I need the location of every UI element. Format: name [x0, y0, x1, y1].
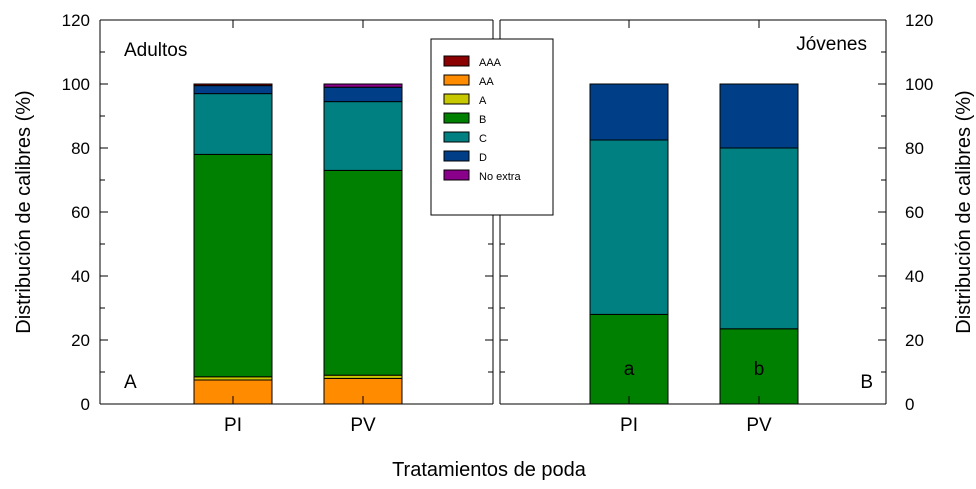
y-tick-label-left-80: 80: [71, 139, 90, 158]
bar-1-pv-d: [719, 83, 799, 149]
legend-label-b: B: [479, 114, 486, 126]
legend-label-aaa: AAA: [479, 57, 502, 69]
bar-0-pv-b: [323, 169, 403, 376]
y-tick-label-right-20: 20: [905, 331, 924, 350]
bar-0-pv-no-extra: [323, 83, 403, 88]
y-tick-label-left-120: 120: [62, 11, 90, 30]
bar-0-pi-c: [193, 93, 273, 155]
y-tick-label-right-120: 120: [905, 11, 933, 30]
bar-1-pi-c: [589, 139, 669, 315]
x-tick-label-0-0: PI: [224, 415, 242, 436]
bar-1-pi-d: [589, 83, 669, 141]
bar-1-pv-c: [719, 147, 799, 330]
y-tick-label-left-100: 100: [62, 75, 90, 94]
y-axis-title-right: Distribución de calibres (%): [953, 90, 975, 333]
legend-swatch-b: [443, 112, 470, 124]
x-tick-label-1-0: PI: [620, 415, 638, 436]
y-tick-label-left-0: 0: [81, 395, 90, 414]
legend-label-d: D: [479, 152, 487, 164]
bar-0-pv-c: [323, 101, 403, 171]
legend-label-aa: AA: [479, 76, 494, 88]
legend-box: [430, 38, 554, 216]
bar-0-pi-b: [193, 153, 273, 378]
y-tick-label-right-60: 60: [905, 203, 924, 222]
panel-title-adultos: Adultos: [124, 40, 187, 61]
legend-swatch-c: [443, 131, 470, 143]
legend-label-a: A: [479, 95, 487, 107]
bar-1-pi-b: [589, 313, 669, 405]
legend-swatch-a: [443, 93, 470, 105]
legend-label-c: C: [479, 133, 487, 145]
panel-letter-b: B: [860, 372, 873, 393]
legend-swatch-aa: [443, 74, 470, 86]
legend-label-no-extra: No extra: [479, 171, 521, 183]
bar-0-pi-d: [193, 85, 273, 95]
x-tick-label-1-1: PV: [746, 415, 772, 436]
x-tick-label-0-1: PV: [350, 415, 376, 436]
panel-letter-a: A: [124, 372, 137, 393]
y-tick-label-left-40: 40: [71, 267, 90, 286]
y-tick-label-right-40: 40: [905, 267, 924, 286]
legend-swatch-d: [443, 150, 470, 162]
y-tick-label-left-20: 20: [71, 331, 90, 350]
bar-label-1-1: b: [754, 359, 765, 380]
bar-0-pi-aaa: [193, 83, 273, 87]
legend-swatch-aaa: [443, 55, 470, 67]
y-tick-label-right-0: 0: [905, 395, 914, 414]
x-axis-title: Tratamientos de poda: [392, 459, 587, 481]
y-axis-title-left: Distribución de calibres (%): [13, 90, 35, 333]
y-tick-label-right-80: 80: [905, 139, 924, 158]
bar-label-1-0: a: [624, 359, 635, 380]
legend-swatch-no-extra: [443, 169, 470, 181]
bar-0-pv-d: [323, 86, 403, 103]
y-tick-label-right-100: 100: [905, 75, 933, 94]
y-tick-label-left-60: 60: [71, 203, 90, 222]
panel-title-jovenes: Jóvenes: [796, 34, 867, 55]
